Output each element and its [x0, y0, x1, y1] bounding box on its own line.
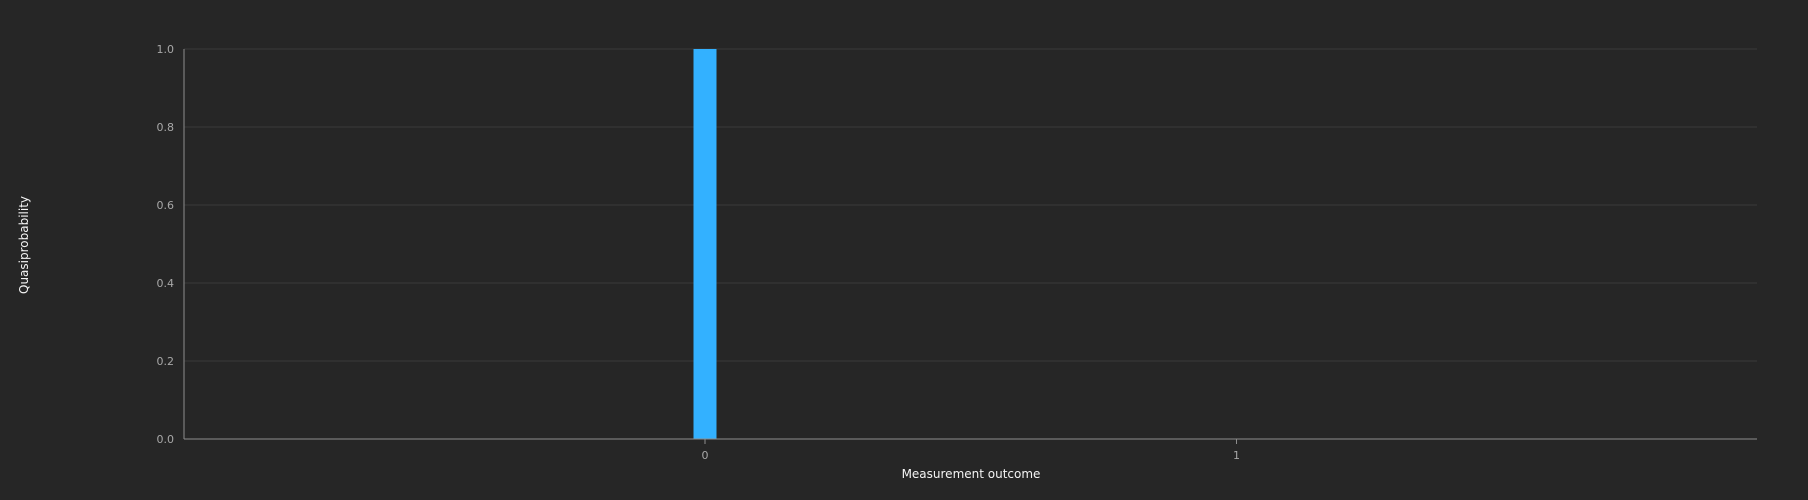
y-tick-label: 0.8 — [157, 121, 175, 134]
x-axis-title: Measurement outcome — [902, 467, 1041, 481]
bar-0 — [693, 49, 717, 439]
y-tick-label: 0.2 — [157, 355, 175, 368]
y-axis-title: Quasiprobability — [17, 196, 31, 294]
y-tick-label: 0.0 — [157, 433, 175, 446]
y-axis-ticks: 0.0 0.2 0.4 0.6 0.8 1.0 — [157, 43, 175, 446]
y-tick-label: 0.6 — [157, 199, 175, 212]
bars — [693, 49, 717, 439]
y-tick-label: 1.0 — [157, 43, 175, 56]
x-tick-label: 0 — [702, 449, 709, 462]
grid-lines — [184, 48, 1757, 362]
axes — [183, 49, 1757, 440]
y-tick-label: 0.4 — [157, 277, 175, 290]
x-tick-label: 1 — [1233, 449, 1240, 462]
